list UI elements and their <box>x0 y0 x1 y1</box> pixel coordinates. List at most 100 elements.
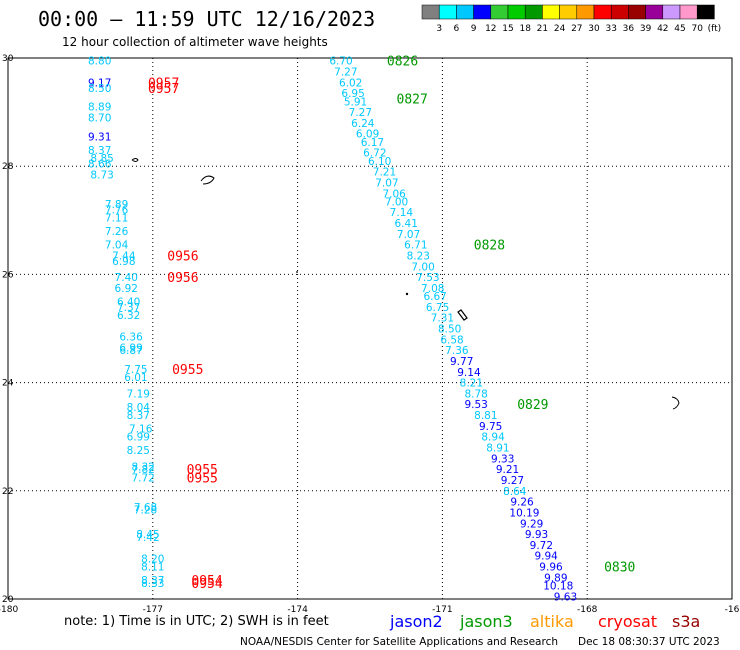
wave-height-value: 9.77 <box>450 356 473 368</box>
pass-time-label: 0955 <box>187 471 218 486</box>
pass-time-label: 0829 <box>517 398 548 413</box>
wave-height-value: 7.06 <box>382 188 406 200</box>
pass-time-label: 0957 <box>148 82 179 97</box>
colorbar-label: 39 <box>640 24 652 34</box>
wave-height-value: 6.40 <box>117 296 140 308</box>
wave-height-value: 6.70 <box>329 56 352 68</box>
colorbar-swatch <box>421 4 440 20</box>
wave-height-value: 8.85 <box>90 153 113 165</box>
colorbar-label: 33 <box>605 24 616 34</box>
x-tick-label: -171 <box>432 605 452 615</box>
wave-height-value: 6.75 <box>426 302 449 314</box>
colorbar-swatch <box>645 4 664 20</box>
wave-height-value: 6.41 <box>395 218 418 230</box>
wave-height-value: 7.00 <box>411 261 434 273</box>
wave-height-value: 6.71 <box>404 240 427 252</box>
wave-height-value: 7.07 <box>397 229 420 241</box>
x-tick-label: -180 <box>0 605 18 615</box>
satellite-legend-altika: altika <box>530 612 574 631</box>
wave-height-value: 7.44 <box>112 250 136 262</box>
wave-height-value: 7.82 <box>131 464 154 476</box>
wave-height-value: 6.32 <box>117 310 140 322</box>
pass-time-label: 0827 <box>397 93 428 108</box>
colorbar-swatch <box>576 4 595 20</box>
colorbar-swatch <box>628 4 646 20</box>
wave-height-value: 7.36 <box>445 345 469 357</box>
y-tick-label: 28 <box>2 162 14 172</box>
wave-height-value: 7.27 <box>334 67 357 79</box>
y-tick-label: 24 <box>2 379 14 389</box>
satellite-legend-jason3: jason3 <box>459 612 513 631</box>
wave-height-value: 7.53 <box>416 272 439 284</box>
wave-height-value: 7.00 <box>385 196 408 208</box>
colorbar-label: 18 <box>519 24 531 34</box>
wave-height-value: 9.21 <box>496 464 519 476</box>
wave-height-value: 10.18 <box>543 580 573 592</box>
wave-height-value: 8.23 <box>407 250 430 262</box>
wave-height-value: 9.53 <box>464 399 487 411</box>
wave-height-value: 6.99 <box>127 432 150 444</box>
wave-height-value: 7.37 <box>117 302 140 314</box>
island-outline <box>671 396 680 410</box>
colorbar-label: 3 <box>436 24 442 34</box>
wave-height-value: 6.36 <box>119 332 143 344</box>
wave-height-value: 8.73 <box>90 169 113 181</box>
colorbar-label: 30 <box>588 24 600 34</box>
wave-height-value: 10.19 <box>509 507 539 519</box>
wave-height-value: 7.04 <box>105 240 129 252</box>
wave-height-value: 6.87 <box>119 345 142 357</box>
colorbar-label: 21 <box>537 24 548 34</box>
wave-height-value: 9.94 <box>534 551 558 563</box>
wave-height-value: 6.92 <box>115 283 138 295</box>
pass-time-label: 0957 <box>148 76 179 91</box>
wave-height-value: 9.93 <box>525 529 548 541</box>
wave-height-value: 8.21 <box>460 378 483 390</box>
footnote: note: 1) Time is in UTC; 2) SWH is in fe… <box>64 614 329 629</box>
y-tick-label: 26 <box>2 270 14 280</box>
wave-height-value: 6.01 <box>124 372 147 384</box>
satellite-legend-cryosat: cryosat <box>598 612 657 631</box>
colorbar-label: (ft) <box>708 24 722 34</box>
wave-height-value: 9.72 <box>530 540 553 552</box>
wave-height-value: 7.31 <box>431 313 454 325</box>
colorbar-swatch <box>507 4 526 20</box>
wave-height-value: 6.72 <box>363 148 386 160</box>
wave-height-value: 7.42 <box>136 532 159 544</box>
wave-height-value: 6.17 <box>361 137 384 149</box>
axis-ticks: -180 -177 -174 -171 -168 -16 30 28 26 24 22 20 <box>0 54 740 615</box>
wave-height-value: 9.17 <box>88 77 111 89</box>
credit-text: NOAA/NESDIS Center for Satellite Applica… <box>240 636 558 648</box>
wave-height-value: 7.76 <box>105 204 129 216</box>
wave-height-value: 7.40 <box>115 272 138 284</box>
colorbar-swatch <box>593 4 612 20</box>
wave-height-value: 5.91 <box>344 96 367 108</box>
wave-height-value: 7.72 <box>131 472 154 484</box>
island-outline <box>200 175 215 185</box>
pass-time-label: 0955 <box>187 463 218 478</box>
chart-title: 00:00 – 11:59 UTC 12/16/2023 <box>38 7 375 31</box>
colorbar-label: 42 <box>657 24 668 34</box>
wave-height-value: 7.16 <box>129 424 153 436</box>
wave-height-value: 8.80 <box>88 56 111 68</box>
colorbar-swatch <box>679 4 698 20</box>
wave-height-value: 6.98 <box>112 256 135 268</box>
x-tick-label: -16 <box>725 605 740 615</box>
wave-height-value: 6.09 <box>356 129 379 141</box>
wave-height-value: 9.96 <box>539 562 563 574</box>
wave-height-value: 7.07 <box>375 177 398 189</box>
wave-height-value: 8.11 <box>141 562 164 574</box>
wave-height-value: 9.33 <box>491 453 514 465</box>
wave-height-value: 9.89 <box>544 572 567 584</box>
wave-height-value: 6.02 <box>339 77 362 89</box>
wave-height-value: 8.04 <box>127 402 151 414</box>
satellite-legend: jason2 jason3 altika cryosat s3a <box>389 612 700 631</box>
wave-height-value: 8.37 <box>141 575 164 587</box>
colorbar-swatch <box>662 4 681 20</box>
chart-subtitle: 12 hour collection of altimeter wave hei… <box>62 35 328 49</box>
colorbar-swatch <box>524 4 543 20</box>
wave-height-value: 8.81 <box>474 410 497 422</box>
wave-height-value: 7.27 <box>349 107 372 119</box>
colorbar-label: 6 <box>454 24 460 34</box>
wave-height-value: 9.29 <box>520 518 543 530</box>
wave-height-value: 7.11 <box>105 213 128 225</box>
